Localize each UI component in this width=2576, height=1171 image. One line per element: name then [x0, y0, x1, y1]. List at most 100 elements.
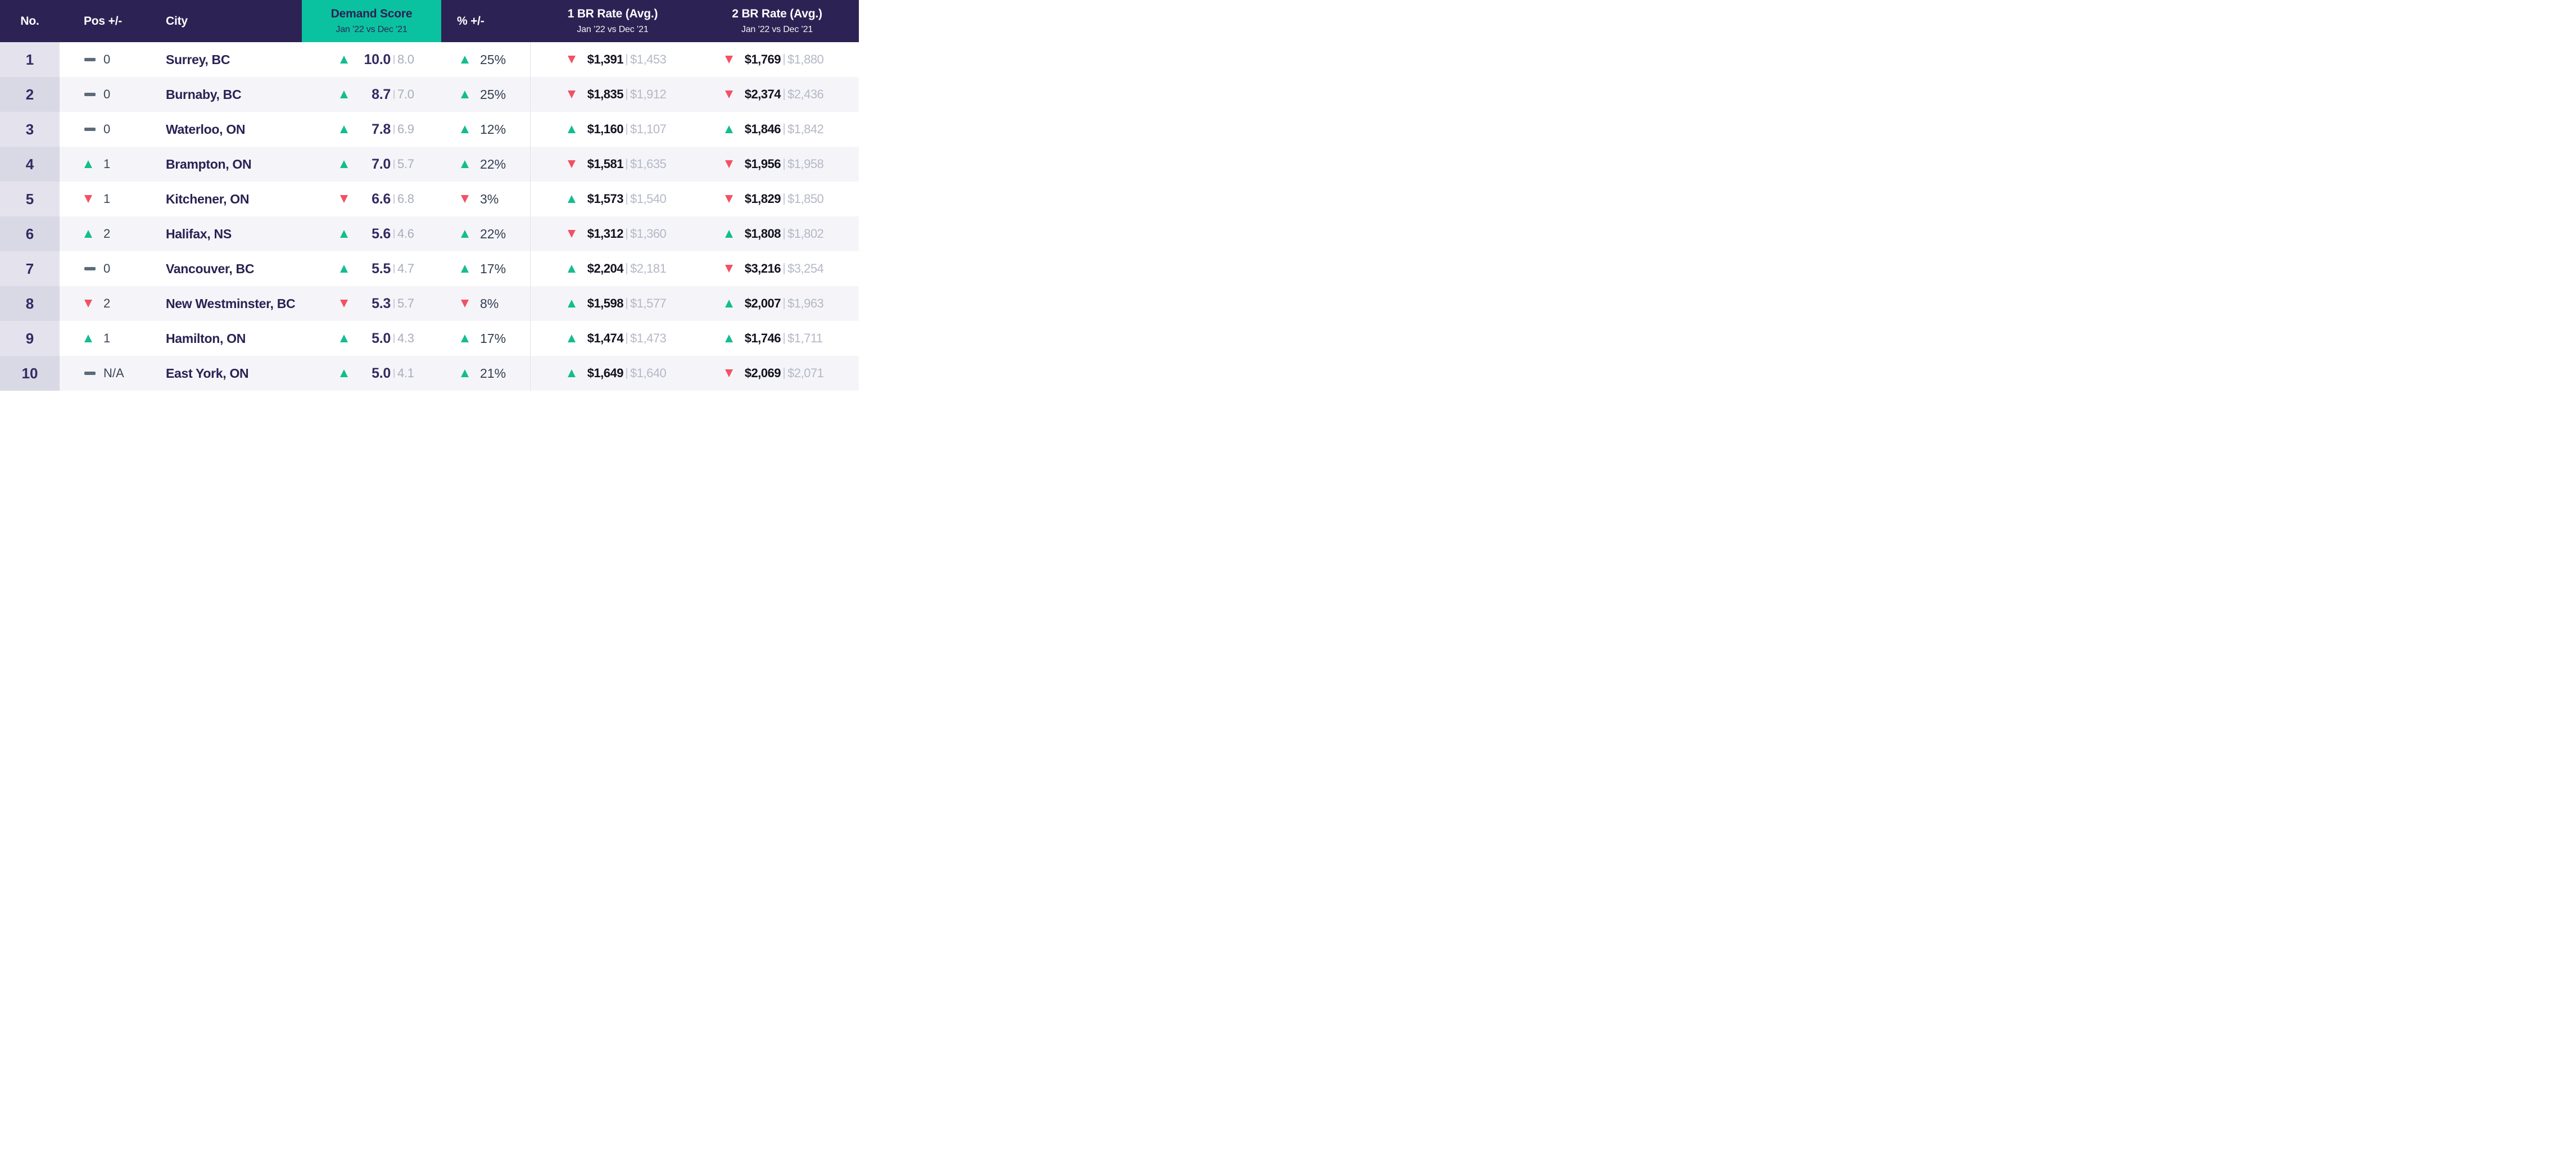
percent-change-icon-slot [461, 230, 480, 238]
value-divider [784, 193, 785, 205]
demand-score-current: 5.3 [372, 295, 391, 311]
demand-change-icon [340, 56, 348, 64]
one-br-change-icon [568, 160, 576, 168]
rank-number: 4 [25, 155, 34, 173]
table-header-row: No. Pos +/- City Demand Score Jan ’22 vs… [0, 0, 859, 42]
percent-change-icon-slot [461, 56, 480, 64]
one-br-rate-cell: $1,160 $1,107 [530, 112, 695, 147]
one-br-change-icon [568, 300, 576, 308]
two-br-change-icon-slot [725, 334, 739, 342]
position-change-value: 0 [103, 261, 111, 275]
position-change-icon-slot [84, 160, 103, 168]
percent-change-cell: 8% [441, 286, 530, 321]
city-cell: Burnaby, BC [165, 77, 302, 112]
percent-change-cell: 17% [441, 321, 530, 356]
demand-score-previous: 4.1 [397, 366, 414, 380]
city-cell: New Westminster, BC [165, 286, 302, 321]
position-change-value: 2 [103, 296, 111, 310]
city-cell: Halifax, NS [165, 216, 302, 251]
two-br-rate-previous: $1,963 [787, 296, 824, 310]
demand-change-icon [340, 230, 348, 238]
two-br-rate-previous: $1,711 [787, 331, 823, 345]
position-change-icon [84, 160, 92, 168]
two-br-change-icon-slot [725, 160, 739, 168]
rank-cell: 1 [0, 42, 60, 77]
col-header-pct-label: % +/- [457, 14, 485, 28]
col-header-pos: Pos +/- [60, 0, 165, 42]
city-cell: Kitchener, ON [165, 182, 302, 216]
city-name: Vancouver, BC [166, 261, 255, 276]
col-header-1br-title: 1 BR Rate (Avg.) [567, 7, 658, 20]
value-divider [393, 90, 395, 99]
position-change-value: 0 [103, 87, 111, 101]
demand-change-icon [340, 300, 348, 308]
percent-change-icon-slot [461, 91, 480, 98]
table-row: 7 0 Vancouver, BC 5.5 4.7 17% [0, 251, 859, 286]
one-br-rate-previous: $1,360 [630, 227, 667, 241]
position-change-cell: N/A [60, 356, 165, 391]
one-br-change-icon [568, 369, 576, 377]
table-row: 10 N/A East York, ON 5.0 4.1 21% [0, 356, 859, 391]
demand-score-previous: 4.7 [397, 261, 414, 275]
one-br-rate-cell: $1,312 $1,360 [530, 216, 695, 251]
city-name: Surrey, BC [166, 52, 230, 67]
table-row: 8 2 New Westminster, BC 5.3 5.7 8% [0, 286, 859, 321]
percent-change-icon [461, 265, 469, 273]
position-change-icon-slot [84, 300, 103, 308]
percent-change-value: 17% [480, 331, 506, 346]
city-name: East York, ON [166, 365, 249, 381]
two-br-rate-current: $1,829 [744, 192, 781, 206]
two-br-change-icon-slot [725, 369, 739, 377]
position-change-icon-slot [84, 230, 103, 238]
two-br-rate-previous: $3,254 [787, 261, 824, 275]
two-br-change-icon-slot [725, 230, 739, 238]
demand-score-previous: 6.8 [397, 192, 414, 206]
position-change-cell: 0 [60, 251, 165, 286]
two-br-change-icon [725, 195, 733, 203]
two-br-rate-cell: $1,846 $1,842 [695, 112, 859, 147]
city-cell: Waterloo, ON [165, 112, 302, 147]
demand-score-cell: 7.0 5.7 [302, 147, 441, 182]
one-br-rate-current: $1,649 [587, 366, 624, 380]
two-br-rate-cell: $1,956 $1,958 [695, 147, 859, 182]
position-change-value: N/A [103, 366, 124, 380]
one-br-rate-current: $1,581 [587, 157, 624, 171]
demand-score-previous: 5.7 [397, 296, 414, 310]
position-change-cell: 1 [60, 182, 165, 216]
rank-number: 8 [25, 295, 34, 312]
one-br-rate-cell: $1,649 $1,640 [530, 356, 695, 391]
demand-change-icon [340, 369, 348, 377]
position-change-icon-slot [84, 334, 103, 342]
two-br-rate-cell: $1,808 $1,802 [695, 216, 859, 251]
percent-change-icon [461, 160, 469, 168]
one-br-change-icon [568, 265, 576, 273]
percent-change-icon-slot [461, 265, 480, 273]
value-divider [784, 263, 785, 274]
one-br-rate-current: $1,160 [587, 122, 624, 136]
percent-change-value: 8% [480, 296, 499, 311]
one-br-rate-current: $1,573 [587, 192, 624, 206]
two-br-change-icon [725, 91, 733, 98]
value-divider [393, 55, 395, 64]
one-br-change-icon [568, 230, 576, 238]
one-br-change-icon [568, 56, 576, 64]
value-divider [393, 195, 395, 204]
rental-demand-table: No. Pos +/- City Demand Score Jan ’22 vs… [0, 0, 859, 391]
value-divider [393, 229, 395, 238]
rank-cell: 4 [0, 147, 60, 182]
one-br-rate-previous: $1,540 [630, 192, 667, 206]
city-name: Kitchener, ON [166, 191, 250, 206]
rank-number: 10 [21, 364, 38, 382]
demand-score-previous: 4.6 [397, 227, 414, 241]
two-br-rate-previous: $1,842 [787, 122, 824, 136]
col-header-no-label: No. [20, 14, 39, 28]
one-br-rate-cell: $1,474 $1,473 [530, 321, 695, 356]
demand-change-icon-slot [340, 334, 354, 342]
value-divider [626, 54, 627, 65]
position-change-value: 0 [103, 52, 111, 66]
one-br-rate-cell: $1,835 $1,912 [530, 77, 695, 112]
one-br-change-icon [568, 195, 576, 203]
percent-change-icon-slot [461, 334, 480, 342]
value-divider [626, 263, 627, 274]
percent-change-icon [461, 230, 469, 238]
